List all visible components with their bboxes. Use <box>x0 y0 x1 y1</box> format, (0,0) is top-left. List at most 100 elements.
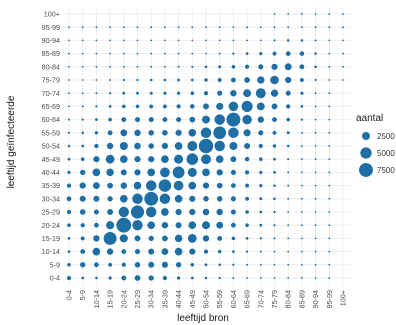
data-point <box>259 223 263 227</box>
data-point <box>299 51 305 56</box>
data-point <box>301 26 303 29</box>
data-point <box>149 104 154 109</box>
data-point <box>121 249 127 255</box>
data-point <box>328 65 331 68</box>
data-point <box>256 102 265 111</box>
data-point <box>159 193 171 205</box>
data-point <box>191 39 194 42</box>
data-point <box>273 13 276 15</box>
data-point <box>94 222 99 228</box>
data-point <box>218 263 221 267</box>
x-tick-label: 0-4 <box>65 290 74 300</box>
data-point <box>81 131 84 135</box>
data-point <box>301 171 303 174</box>
data-point <box>122 78 125 82</box>
x-tick-label: 100+ <box>339 290 348 306</box>
data-point <box>120 169 127 176</box>
data-point <box>218 39 221 42</box>
data-point <box>188 128 197 137</box>
data-point <box>95 92 98 95</box>
data-point <box>122 65 125 68</box>
data-point <box>81 105 84 108</box>
data-point <box>301 211 303 213</box>
data-point <box>314 39 317 42</box>
data-point <box>259 157 263 161</box>
data-point <box>203 249 209 254</box>
data-point <box>213 126 227 140</box>
data-point <box>67 144 71 148</box>
data-point <box>226 112 241 127</box>
y-tick-label: 25-29 <box>42 208 60 217</box>
data-point <box>301 277 303 279</box>
data-point <box>145 180 157 191</box>
x-tick-label: 40-44 <box>174 290 183 308</box>
data-point <box>173 180 184 191</box>
data-point <box>273 197 276 201</box>
data-point <box>328 197 331 200</box>
data-point <box>232 39 235 42</box>
data-point <box>301 184 303 187</box>
data-point <box>177 65 180 68</box>
data-point <box>328 105 331 108</box>
y-axis-title: leeftijd geïnfecteerde <box>6 95 17 188</box>
x-tick-label: 50-54 <box>202 290 211 308</box>
data-point <box>95 26 98 29</box>
data-point <box>107 196 113 202</box>
data-point <box>202 168 210 177</box>
data-point <box>150 65 153 68</box>
data-point <box>244 156 250 162</box>
data-point <box>328 131 331 134</box>
data-point <box>94 262 99 268</box>
y-tick-label: 45-49 <box>42 155 60 164</box>
data-point <box>147 168 156 177</box>
data-point <box>177 52 180 55</box>
data-point <box>300 105 304 108</box>
data-point <box>246 263 249 266</box>
x-tick-label: 45-49 <box>188 290 197 308</box>
data-point <box>121 275 127 281</box>
data-point <box>342 39 344 42</box>
data-point <box>244 170 250 175</box>
data-point <box>81 52 84 55</box>
data-point <box>287 211 290 213</box>
data-point <box>93 182 100 190</box>
data-point <box>328 26 331 29</box>
data-point <box>148 143 154 149</box>
data-point <box>177 276 181 280</box>
data-point <box>204 65 208 69</box>
data-point <box>287 277 290 279</box>
data-point <box>187 141 198 151</box>
data-point <box>257 116 264 123</box>
data-point <box>204 263 208 267</box>
data-point <box>116 217 132 233</box>
data-point <box>81 26 84 29</box>
data-point <box>68 92 70 95</box>
data-point <box>176 117 182 123</box>
data-point <box>204 276 208 280</box>
data-point <box>136 26 139 29</box>
data-point <box>163 78 167 82</box>
data-point <box>161 261 168 268</box>
data-point <box>190 91 195 95</box>
data-point <box>177 91 181 95</box>
data-point <box>230 196 236 202</box>
legend: aantal 2500 5000 7500 <box>356 113 395 177</box>
data-point <box>232 52 235 55</box>
data-point <box>271 103 278 110</box>
data-point <box>67 131 71 134</box>
data-point <box>299 78 304 82</box>
data-point <box>301 145 303 147</box>
legend-key <box>361 131 371 141</box>
data-point <box>80 223 85 228</box>
data-point <box>109 26 111 29</box>
y-tick-label: 65-69 <box>42 102 60 111</box>
data-point <box>93 195 100 202</box>
legend-label: 5000 <box>377 149 395 158</box>
data-point <box>134 117 141 123</box>
data-point <box>68 79 70 81</box>
data-point <box>231 222 236 228</box>
data-point <box>106 248 114 255</box>
data-point <box>314 224 317 227</box>
data-point <box>144 191 159 206</box>
data-point <box>148 248 155 255</box>
